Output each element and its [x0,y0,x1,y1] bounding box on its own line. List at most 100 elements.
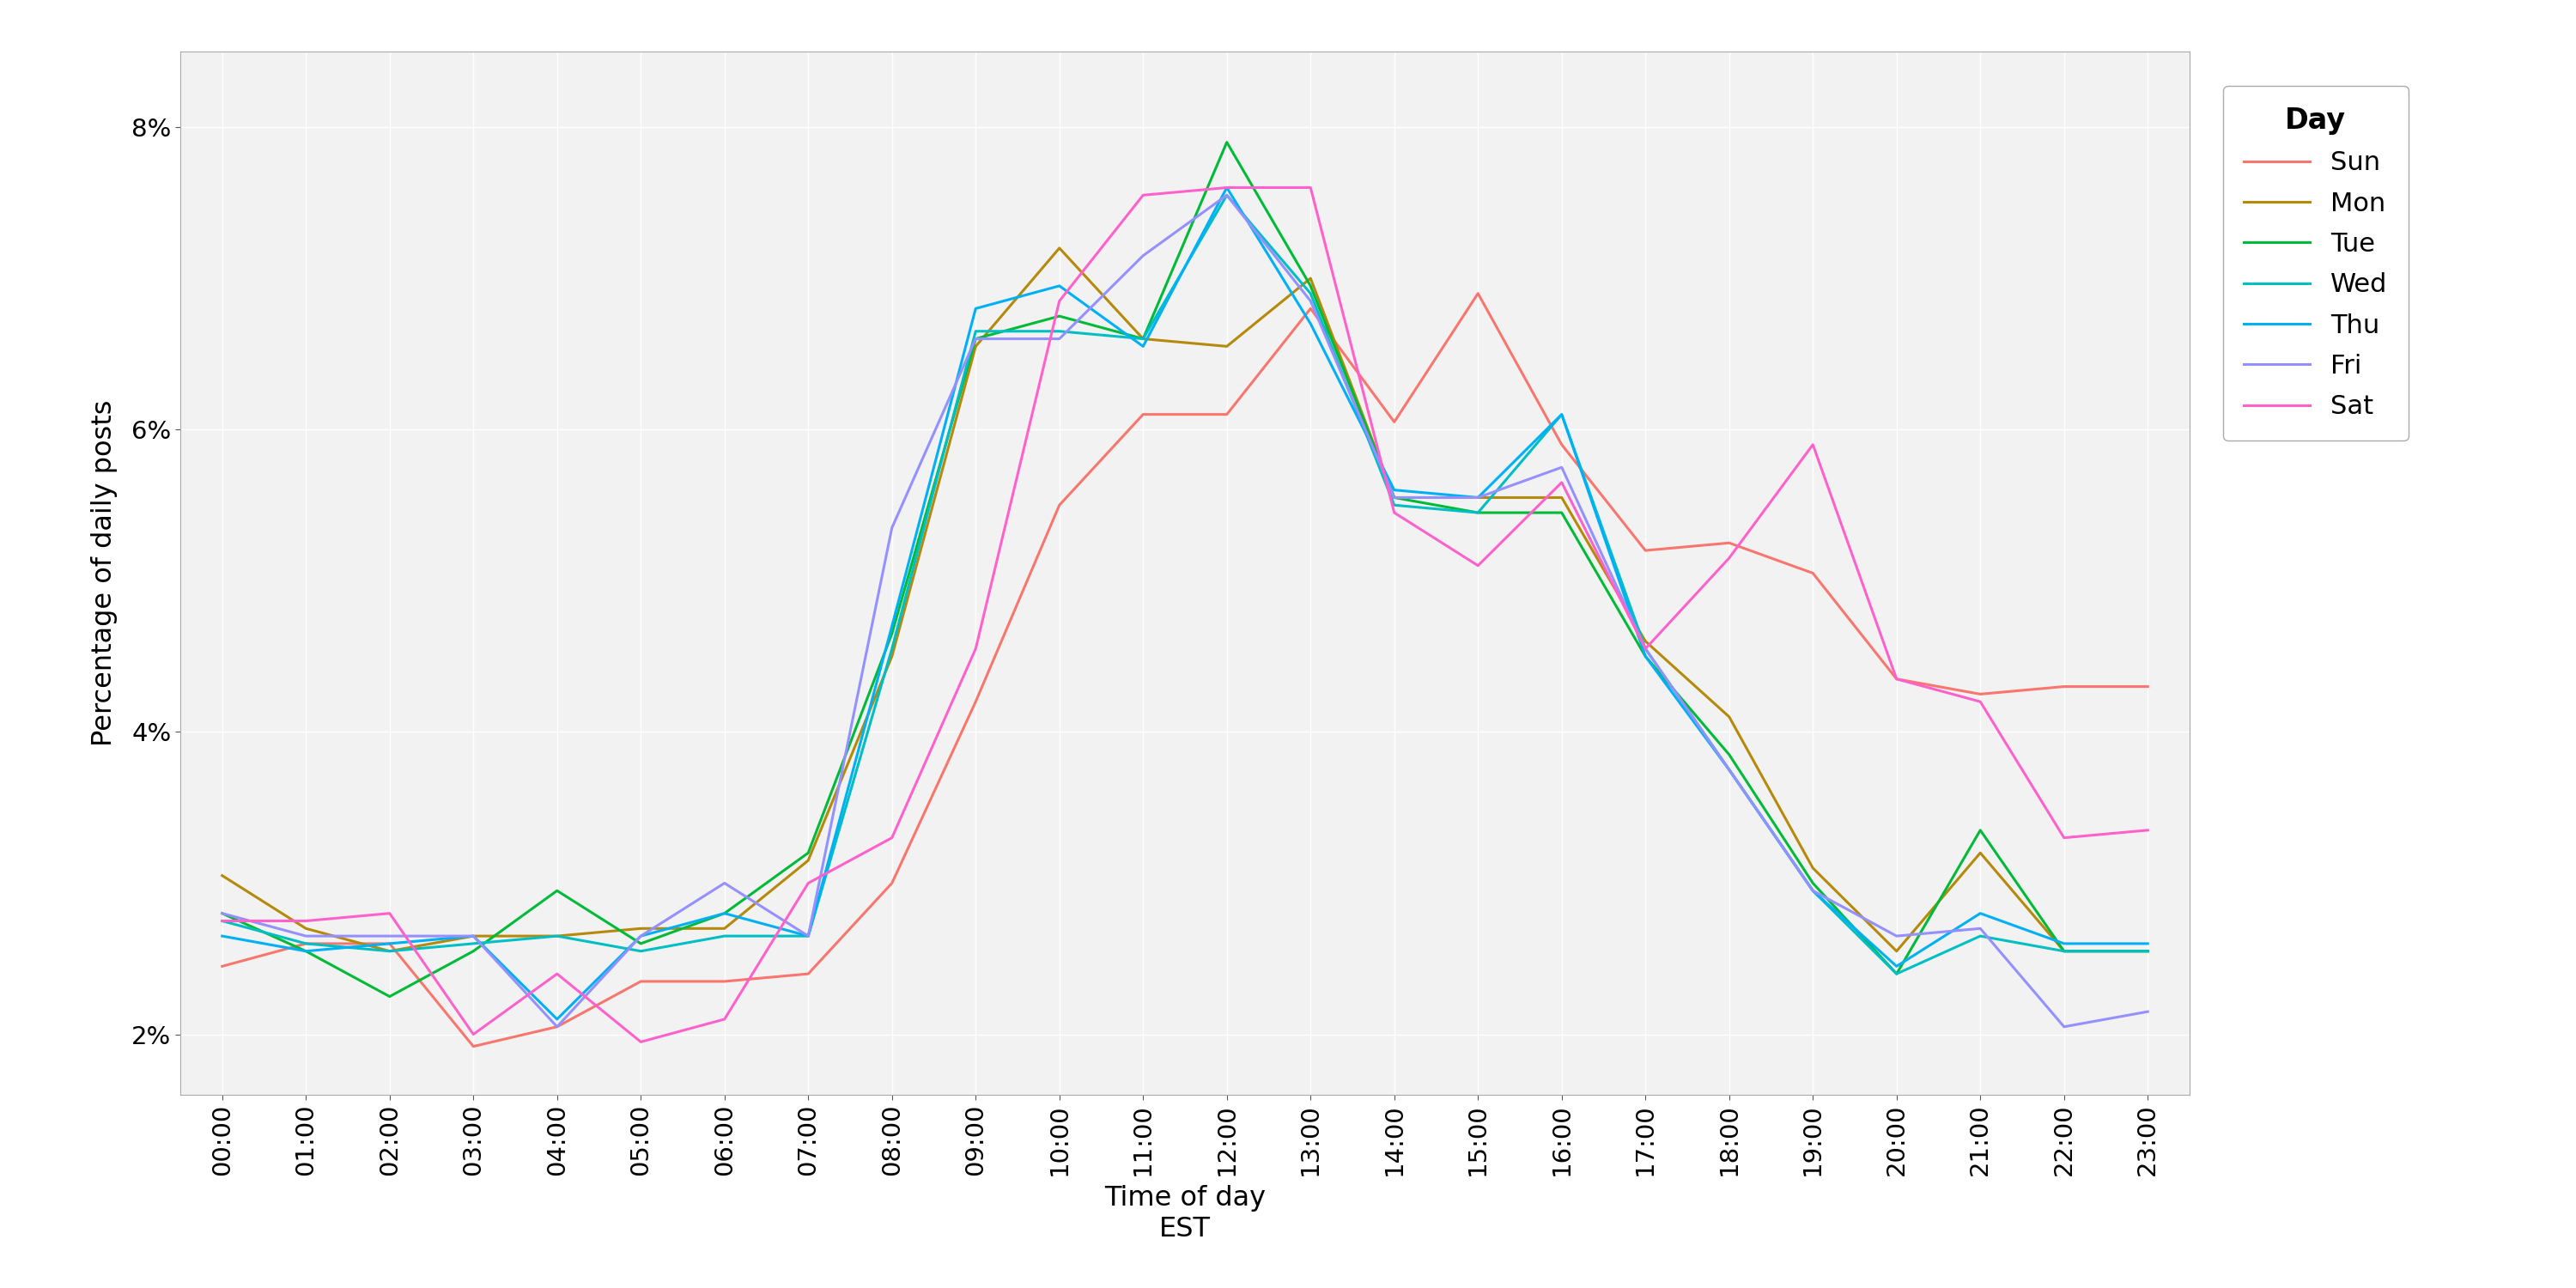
Mon [1713,710,1744,725]
Mon [1296,270,1327,286]
Thu [1211,180,1242,196]
Thu [541,1011,572,1027]
Fri [1798,884,1829,899]
Sun [1546,437,1577,452]
Thu [2133,936,2164,952]
Tue [459,943,489,958]
Legend: Sun, Mon, Tue, Wed, Thu, Fri, Sat: Sun, Mon, Tue, Wed, Thu, Fri, Sat [2223,85,2409,440]
Wed [2133,943,2164,958]
Tue [1713,747,1744,762]
Fri [1043,331,1074,346]
Wed [961,323,992,339]
Sat [1043,294,1074,309]
Fri [876,520,907,536]
Tue [626,936,657,952]
Fri [459,929,489,944]
Thu [1713,762,1744,778]
Mon [1211,339,1242,354]
Sat [374,905,404,921]
Wed [1546,407,1577,422]
Thu [708,905,739,921]
Line: Mon: Mon [222,249,2148,951]
Thu [1463,489,1494,505]
Mon [1463,489,1494,505]
Sat [1296,180,1327,196]
Mon [459,929,489,944]
Mon [1798,860,1829,876]
Line: Thu: Thu [222,188,2148,1019]
Mon [291,921,322,936]
Mon [1128,331,1159,346]
Fri [708,876,739,891]
Thu [1043,278,1074,294]
Fri [1880,929,1911,944]
Tue [206,905,237,921]
Line: Sat: Sat [222,188,2148,1042]
Mon [374,943,404,958]
Tue [1378,489,1409,505]
Sat [961,641,992,657]
Wed [1463,505,1494,520]
Sun [626,974,657,989]
Thu [206,929,237,944]
Wed [291,936,322,952]
Tue [1211,134,1242,149]
Fri [1546,460,1577,475]
Line: Fri: Fri [222,196,2148,1027]
Tue [793,845,824,860]
Mon [961,339,992,354]
Wed [1211,188,1242,204]
Fri [1378,489,1409,505]
Fri [1211,188,1242,204]
Fri [206,905,237,921]
Sat [793,876,824,891]
Fri [291,929,322,944]
Thu [1296,316,1327,331]
Wed [1798,884,1829,899]
Tue [1880,966,1911,981]
Thu [961,301,992,317]
Thu [291,943,322,958]
Tue [1798,876,1829,891]
Tue [374,989,404,1005]
Mon [1043,241,1074,256]
Tue [961,331,992,346]
Wed [626,943,657,958]
Tue [876,626,907,641]
Thu [1128,339,1159,354]
Wed [1128,331,1159,346]
Line: Sun: Sun [222,294,2148,1046]
Sat [708,1011,739,1027]
Fri [1296,294,1327,309]
Fri [2048,1019,2079,1034]
Sun [206,958,237,974]
Mon [876,649,907,665]
Mon [2048,943,2079,958]
Sat [1463,558,1494,573]
Tue [1546,505,1577,520]
Mon [1631,634,1662,649]
Sun [1798,565,1829,581]
Thu [876,618,907,634]
Wed [1880,966,1911,981]
Sat [1713,550,1744,565]
Sun [961,694,992,710]
Thu [459,929,489,944]
Mon [793,853,824,868]
Thu [1880,958,1911,974]
Sat [876,829,907,845]
Sun [374,936,404,952]
Sat [206,913,237,929]
Mon [206,868,237,884]
Fri [2133,1003,2164,1019]
Sat [1965,694,1996,710]
Sat [1880,671,1911,687]
Sat [1631,641,1662,657]
Mon [541,929,572,944]
Tue [1631,649,1662,665]
Mon [1965,845,1996,860]
Fri [626,929,657,944]
Sat [291,913,322,929]
X-axis label: Time of day
EST: Time of day EST [1105,1185,1265,1243]
Sun [2133,679,2164,694]
